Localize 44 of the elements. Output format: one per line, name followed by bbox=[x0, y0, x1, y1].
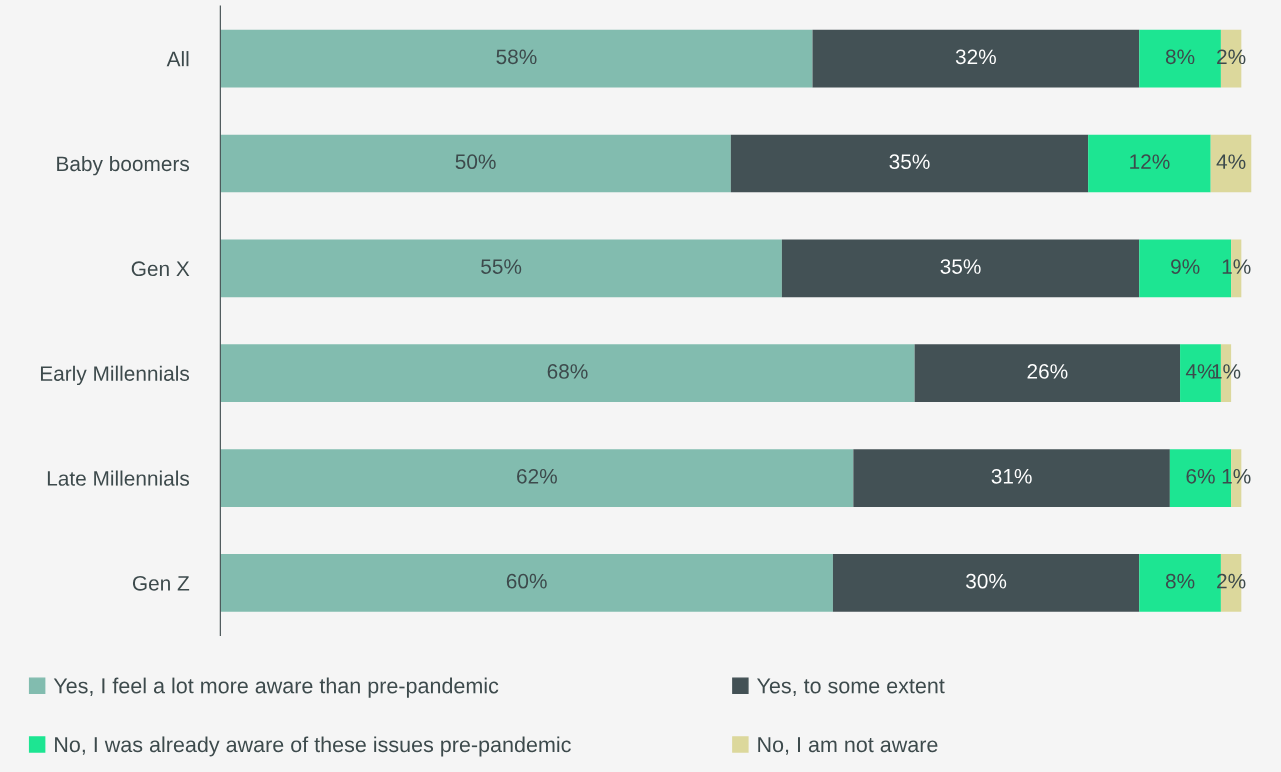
legend-label: Yes, to some extent bbox=[757, 678, 945, 696]
bar bbox=[220, 29, 813, 88]
data-label: 6% bbox=[1186, 468, 1215, 484]
bar bbox=[812, 29, 1140, 88]
data-label: 1% bbox=[1222, 468, 1251, 484]
data-label: 8% bbox=[1165, 573, 1195, 589]
data-label: 55% bbox=[481, 259, 522, 274]
data-label: 8% bbox=[1165, 49, 1195, 65]
bar bbox=[220, 554, 833, 612]
legend-label: Yes, I feel a lot more aware than pre-pandemic bbox=[53, 677, 499, 698]
bar bbox=[220, 344, 915, 403]
data-label: 58% bbox=[496, 49, 537, 65]
bar bbox=[220, 134, 731, 193]
data-label: 26% bbox=[1027, 364, 1068, 379]
y-tick-label: Gen X bbox=[131, 261, 190, 277]
bar bbox=[1088, 134, 1211, 193]
y-tick-label: Early Millennials bbox=[40, 365, 190, 386]
data-label: 30% bbox=[966, 573, 1007, 589]
data-label: 9% bbox=[1171, 259, 1200, 274]
bar bbox=[220, 449, 854, 507]
y-tick-label: All bbox=[166, 51, 189, 67]
bar bbox=[1210, 134, 1252, 193]
legend-label: No, I was already aware of these issues pre-pandemic bbox=[55, 736, 571, 757]
data-label: 35% bbox=[940, 259, 981, 274]
data-label: 62% bbox=[517, 468, 557, 484]
bar bbox=[220, 239, 782, 298]
data-label: 31% bbox=[991, 468, 1032, 484]
y-tick-label: Gen Z bbox=[132, 575, 190, 591]
y-tick-label: Late Millennials bbox=[47, 470, 190, 486]
data-label: 1% bbox=[1222, 259, 1251, 274]
data-label: 35% bbox=[889, 154, 930, 170]
bar bbox=[832, 554, 1140, 612]
bar bbox=[730, 134, 1089, 193]
data-label: 12% bbox=[1130, 154, 1170, 169]
data-label: 32% bbox=[955, 49, 996, 65]
data-label: 68% bbox=[547, 364, 588, 379]
data-label: 4% bbox=[1216, 154, 1246, 169]
data-label: 50% bbox=[455, 154, 496, 170]
bar bbox=[853, 449, 1170, 507]
y-tick-label: Baby boomers bbox=[57, 155, 190, 176]
data-label: 60% bbox=[506, 573, 547, 589]
legend-label: No, I am not aware bbox=[758, 737, 938, 755]
bar bbox=[914, 344, 1181, 403]
bar bbox=[781, 239, 1140, 298]
